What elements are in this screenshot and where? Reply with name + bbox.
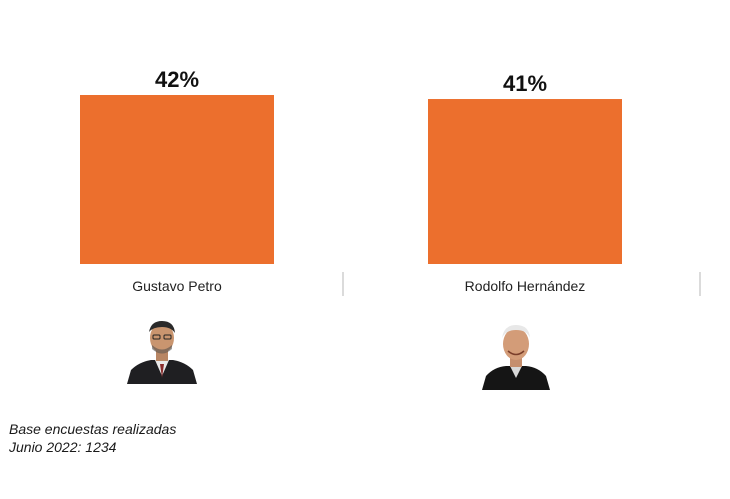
candidate-photo-hernandez — [482, 322, 550, 390]
survey-note-line2: Junio 2022: 1234 — [9, 439, 117, 455]
survey-note: Base encuestas realizadas Junio 2022: 12… — [9, 420, 176, 456]
bar — [80, 95, 274, 264]
bar-value-label: 42% — [155, 67, 199, 92]
category-label: Gustavo Petro — [132, 278, 222, 294]
candidate-photo-petro — [125, 318, 199, 384]
category-label: Rodolfo Hernández — [465, 278, 586, 294]
bar — [428, 99, 622, 265]
person-portrait-icon — [127, 321, 197, 384]
person-portrait-icon — [482, 325, 550, 390]
survey-note-line1: Base encuestas realizadas — [9, 421, 177, 437]
bar-value-label: 41% — [503, 71, 547, 96]
bars-group: 42% Gustavo Petro 41% Rodolfo Hernández — [80, 67, 622, 294]
